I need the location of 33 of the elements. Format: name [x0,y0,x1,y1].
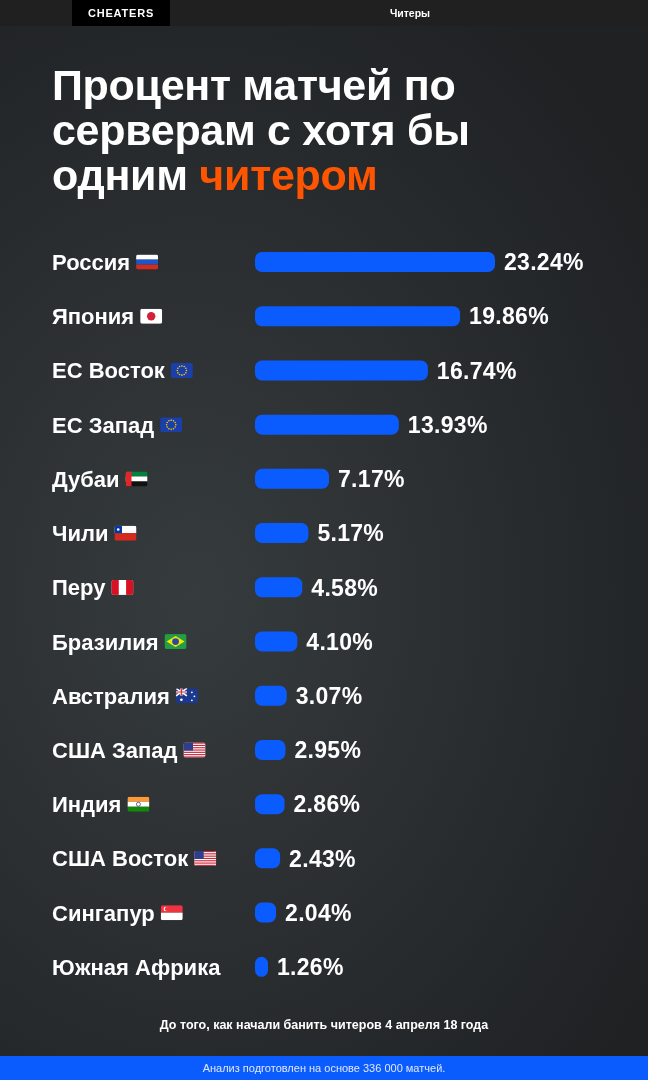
y-tick-label: Бразилия [52,629,159,655]
y-tick-label: ЕС Восток [52,358,166,384]
data-label: 2.43% [289,845,356,872]
y-tick-label: Россия [52,250,131,276]
y-tick-label: Перу [52,575,107,601]
data-label: 3.07% [295,682,363,709]
y-tick-label: ЕС Запад [52,412,155,438]
y-tick-label: США Запад [52,737,178,763]
y-tick-label: США Восток [52,846,190,872]
y-tick-label: Австралия [52,683,170,709]
text: Анализ подготовлен на основе 336 000 матчей. [0,1056,648,1080]
data-label: 7.17% [338,466,405,493]
text: Читеры [388,6,432,21]
data-label: 4.58% [311,574,379,601]
data-label: 13.93% [407,411,488,438]
data-label: 5.17% [317,520,385,547]
y-tick-label: Индия [52,792,122,818]
text: CHEATERS [72,0,170,26]
data-label: 1.26% [277,954,344,981]
y-tick-label: Сингапур [52,900,155,926]
data-label: 19.86% [469,303,549,330]
data-label: 2.04% [285,899,352,926]
data-label: 4.10% [306,628,374,655]
y-tick-label: Южная Африка [52,954,222,980]
data-label: 23.24% [504,249,584,276]
text: До того, как начали банить читеров 4 апреля 18 года [158,1017,490,1034]
data-label: 16.74% [436,357,517,384]
chart-title: Процент матчей по серверам с хотя бы одним читером [52,61,470,199]
y-tick-label: Япония [52,304,135,330]
y-tick-label: Дубаи [52,466,120,492]
data-label: 2.86% [293,791,361,818]
data-label: 2.95% [294,737,362,764]
y-tick-label: Чили [52,521,109,547]
